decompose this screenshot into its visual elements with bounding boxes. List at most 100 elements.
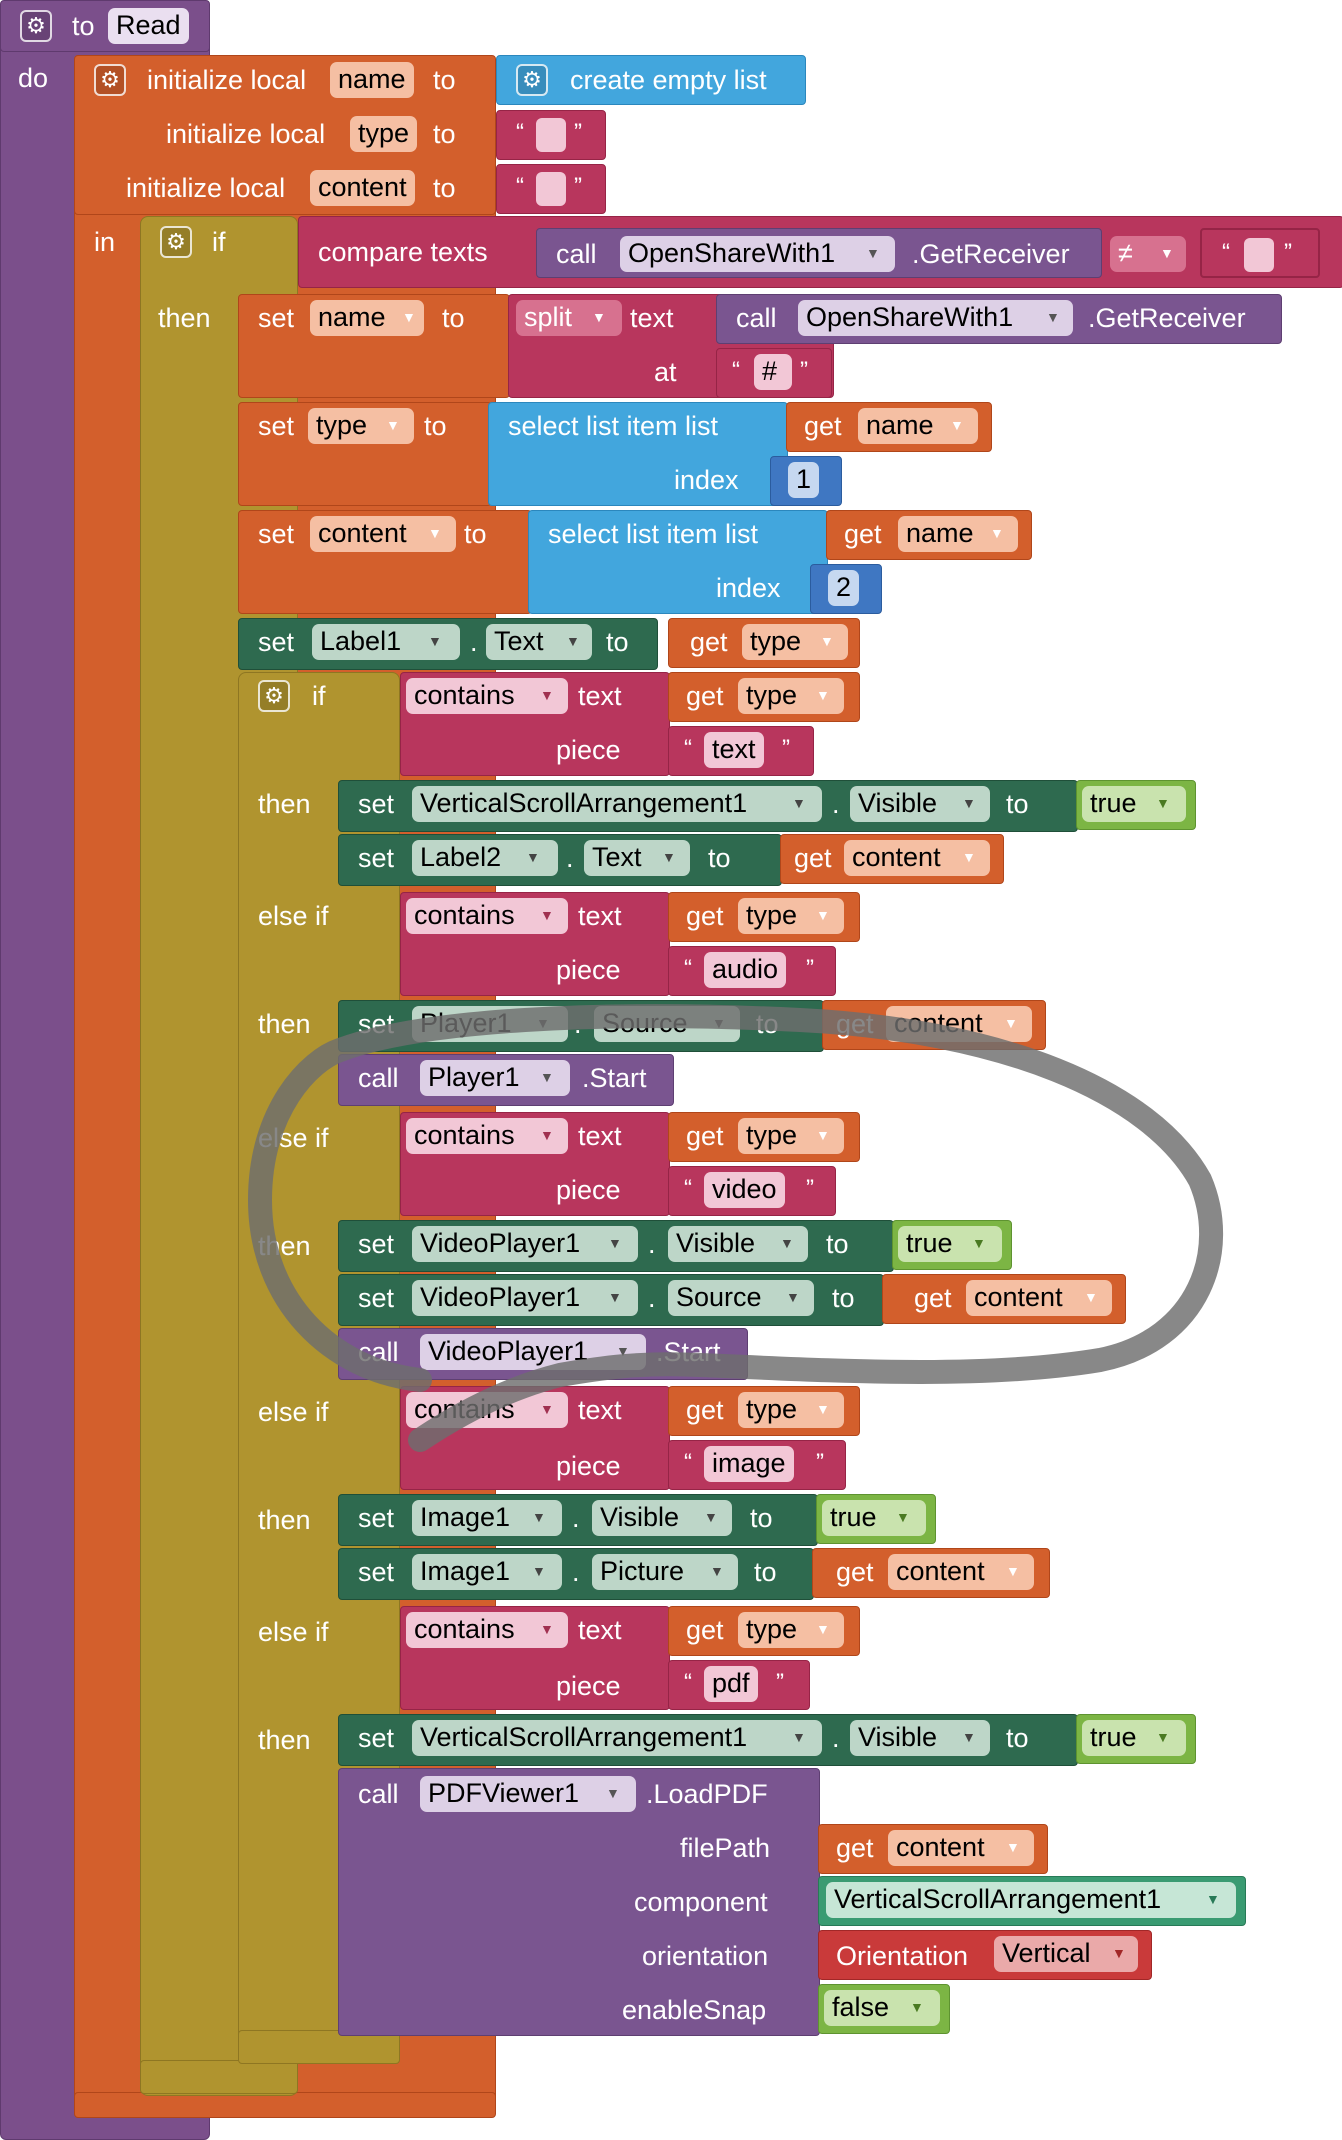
chevron-down-icon[interactable]: ▼ <box>710 1563 724 1579</box>
chevron-down-icon[interactable]: ▼ <box>712 1015 726 1031</box>
chevron-down-icon[interactable]: ▼ <box>592 309 606 325</box>
variable-dropdown[interactable]: content <box>888 1554 1034 1590</box>
chevron-down-icon[interactable]: ▼ <box>972 1235 986 1251</box>
chevron-down-icon[interactable]: ▼ <box>820 633 834 649</box>
variable-dropdown[interactable]: type <box>308 408 414 444</box>
chevron-down-icon[interactable]: ▼ <box>540 1621 554 1637</box>
gear-icon[interactable]: ⚙ <box>516 64 548 96</box>
component-dropdown[interactable]: OpenShareWith1 <box>798 300 1073 336</box>
chevron-down-icon[interactable]: ▼ <box>1206 1891 1220 1907</box>
chevron-down-icon[interactable]: ▼ <box>566 633 580 649</box>
chevron-down-icon[interactable]: ▼ <box>792 795 806 811</box>
chevron-down-icon[interactable]: ▼ <box>1004 1015 1018 1031</box>
component-dropdown[interactable]: Image1 <box>412 1500 562 1536</box>
select-list-item-block[interactable] <box>528 510 828 614</box>
text-value-field[interactable]: # <box>754 354 792 390</box>
boolean-dropdown[interactable]: false <box>824 1990 940 2026</box>
create-empty-list-block[interactable] <box>496 55 806 105</box>
chevron-down-icon[interactable]: ▼ <box>428 633 442 649</box>
component-dropdown[interactable]: VerticalScrollArrangement1 <box>412 786 822 822</box>
chevron-down-icon[interactable]: ▼ <box>1046 309 1060 325</box>
chevron-down-icon[interactable]: ▼ <box>910 1999 924 2015</box>
variable-dropdown[interactable]: content <box>888 1830 1034 1866</box>
orientation-dropdown[interactable]: Vertical <box>994 1936 1138 1972</box>
boolean-dropdown[interactable]: true <box>898 1226 1002 1262</box>
text-value-field[interactable] <box>536 118 566 152</box>
component-dropdown[interactable]: Label1 <box>312 624 460 660</box>
component-dropdown[interactable]: OpenShareWith1 <box>620 236 895 272</box>
chevron-down-icon[interactable]: ▼ <box>866 245 880 261</box>
chevron-down-icon[interactable]: ▼ <box>990 525 1004 541</box>
procedure-name-field[interactable]: Read <box>108 8 189 44</box>
chevron-down-icon[interactable]: ▼ <box>536 1015 550 1031</box>
variable-dropdown[interactable]: type <box>738 678 844 714</box>
chevron-down-icon[interactable]: ▼ <box>780 1235 794 1251</box>
text-value-field[interactable]: image <box>704 1446 794 1482</box>
chevron-down-icon[interactable]: ▼ <box>816 1127 830 1143</box>
text-value-field[interactable] <box>1244 238 1274 272</box>
call-pdfviewer-loadpdf-block[interactable] <box>338 1768 820 2036</box>
local-var-content-field[interactable]: content <box>310 170 415 206</box>
component-dropdown[interactable]: VideoPlayer1 <box>412 1280 638 1316</box>
text-value-field[interactable]: audio <box>704 952 787 988</box>
component-dropdown[interactable]: PDFViewer1 <box>420 1776 636 1812</box>
chevron-down-icon[interactable]: ▼ <box>1156 1729 1170 1745</box>
chevron-down-icon[interactable]: ▼ <box>1156 795 1170 811</box>
number-value-field[interactable]: 1 <box>788 462 820 498</box>
property-dropdown[interactable]: Visible <box>592 1500 732 1536</box>
gear-icon[interactable]: ⚙ <box>258 680 290 712</box>
chevron-down-icon[interactable]: ▼ <box>962 1729 976 1745</box>
boolean-dropdown[interactable]: true <box>822 1500 926 1536</box>
chevron-down-icon[interactable]: ▼ <box>540 907 554 923</box>
component-dropdown[interactable]: VerticalScrollArrangement1 <box>412 1720 822 1756</box>
chevron-down-icon[interactable]: ▼ <box>540 1127 554 1143</box>
variable-dropdown[interactable]: content <box>844 840 990 876</box>
chevron-down-icon[interactable]: ▼ <box>896 1509 910 1525</box>
text-value-field[interactable]: video <box>704 1172 785 1208</box>
text-value-field[interactable] <box>536 172 566 206</box>
chevron-down-icon[interactable]: ▼ <box>1112 1945 1126 1961</box>
component-dropdown[interactable]: VideoPlayer1 <box>412 1226 638 1262</box>
chevron-down-icon[interactable]: ▼ <box>606 1785 620 1801</box>
chevron-down-icon[interactable]: ▼ <box>816 1401 830 1417</box>
chevron-down-icon[interactable]: ▼ <box>608 1235 622 1251</box>
chevron-down-icon[interactable]: ▼ <box>816 1621 830 1637</box>
select-list-item-block[interactable] <box>488 402 788 506</box>
contains-dropdown[interactable]: contains <box>406 1612 568 1648</box>
chevron-down-icon[interactable]: ▼ <box>786 1289 800 1305</box>
chevron-down-icon[interactable]: ▼ <box>428 525 442 541</box>
boolean-dropdown[interactable]: true <box>1082 786 1186 822</box>
chevron-down-icon[interactable]: ▼ <box>616 1343 630 1359</box>
chevron-down-icon[interactable]: ▼ <box>540 1401 554 1417</box>
chevron-down-icon[interactable]: ▼ <box>962 849 976 865</box>
component-dropdown[interactable]: VideoPlayer1 <box>420 1334 646 1370</box>
chevron-down-icon[interactable]: ▼ <box>1084 1289 1098 1305</box>
contains-dropdown[interactable]: contains <box>406 898 568 934</box>
chevron-down-icon[interactable]: ▼ <box>386 417 400 433</box>
variable-dropdown[interactable]: type <box>738 898 844 934</box>
operator-dropdown[interactable]: ≠ <box>1110 236 1186 272</box>
chevron-down-icon[interactable]: ▼ <box>792 1729 806 1745</box>
chevron-down-icon[interactable]: ▼ <box>532 1563 546 1579</box>
variable-dropdown[interactable]: name <box>898 516 1018 552</box>
component-dropdown[interactable]: VerticalScrollArrangement1 <box>826 1882 1236 1918</box>
contains-dropdown[interactable]: contains <box>406 678 568 714</box>
variable-dropdown[interactable]: content <box>310 516 456 552</box>
gear-icon[interactable]: ⚙ <box>94 64 126 96</box>
chevron-down-icon[interactable]: ▼ <box>962 795 976 811</box>
property-dropdown[interactable]: Text <box>584 840 690 876</box>
variable-dropdown[interactable]: type <box>738 1612 844 1648</box>
split-dropdown[interactable]: split <box>516 300 622 336</box>
property-dropdown[interactable]: Picture <box>592 1554 738 1590</box>
chevron-down-icon[interactable]: ▼ <box>540 687 554 703</box>
gear-icon[interactable]: ⚙ <box>160 226 192 258</box>
variable-dropdown[interactable]: type <box>742 624 848 660</box>
boolean-dropdown[interactable]: true <box>1082 1720 1186 1756</box>
chevron-down-icon[interactable]: ▼ <box>816 687 830 703</box>
property-dropdown[interactable]: Visible <box>850 786 990 822</box>
chevron-down-icon[interactable]: ▼ <box>540 1069 554 1085</box>
chevron-down-icon[interactable]: ▼ <box>608 1289 622 1305</box>
chevron-down-icon[interactable]: ▼ <box>704 1509 718 1525</box>
local-variables-header[interactable] <box>74 55 496 215</box>
component-dropdown[interactable]: Label2 <box>412 840 558 876</box>
